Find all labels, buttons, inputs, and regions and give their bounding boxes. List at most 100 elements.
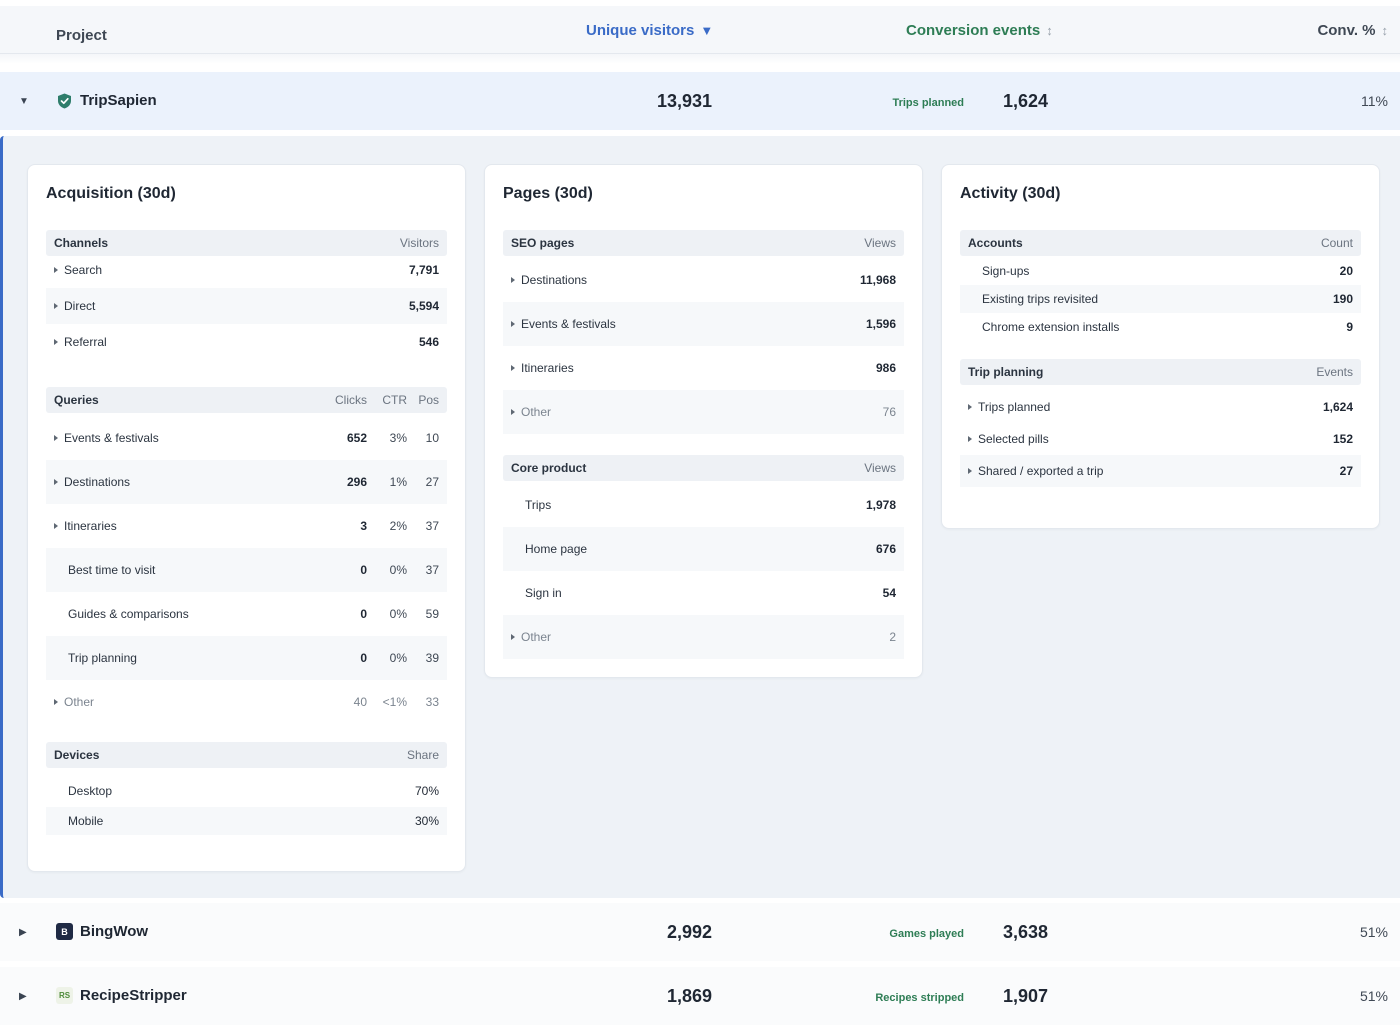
channel-row[interactable]: Direct 5,594 (46, 288, 447, 324)
project-name: RecipeStripper (80, 987, 187, 1004)
sort-toggle-icon: ↕ (1381, 23, 1389, 38)
caret-right-icon[interactable]: ▶ (19, 927, 27, 938)
project-row-tripsapien[interactable]: ▼ TripSapien 13,931 Trips planned 1,624 … (0, 72, 1400, 130)
page-row: Sign in 54 (503, 571, 904, 615)
row-label-text: Referral (64, 335, 107, 349)
row-label: Selected pills (968, 432, 1333, 446)
caret-right-icon[interactable]: ▶ (19, 991, 27, 1002)
conversion-pct-value: 51% (1359, 988, 1388, 1004)
row-label: Events & festivals (54, 431, 307, 445)
row-label: Home page (525, 542, 588, 556)
trip-planning-row[interactable]: Trips planned 1,624 (960, 391, 1361, 423)
row-ctr: 2% (389, 519, 407, 533)
row-label-text: Itineraries (521, 361, 574, 375)
project-name: TripSapien (80, 92, 157, 109)
section-header: Queries Clicks CTR Pos (46, 387, 447, 413)
row-label: Mobile (68, 814, 104, 828)
project-row-recipestripper[interactable]: ▶ RS RecipeStripper 1,869 Recipes stripp… (0, 967, 1400, 1025)
page-row[interactable]: Itineraries 986 (503, 346, 904, 390)
page-row[interactable]: Events & festivals 1,596 (503, 302, 904, 346)
row-value: 546 (418, 335, 439, 349)
column-label-clicks: Clicks (335, 393, 367, 407)
expand-caret-icon (54, 303, 58, 309)
project-detail-panel: Acquisition (30d) Channels Visitors Sear… (0, 136, 1400, 898)
row-label-text: Search (64, 263, 103, 277)
row-label: Existing trips revisited (982, 292, 1099, 306)
pages-card: Pages (30d) SEO pages Views Destinations… (484, 164, 923, 678)
row-value: 986 (875, 361, 896, 375)
device-row: Mobile 30% (46, 807, 447, 835)
queries-section: Queries Clicks CTR Pos Events & festival… (46, 387, 447, 724)
row-clicks: 296 (346, 475, 367, 489)
row-pos: 27 (425, 475, 439, 489)
query-row[interactable]: Destinations 296 1% 27 (46, 460, 447, 504)
query-row: Trip planning 0 0% 39 (46, 636, 447, 680)
row-label: Trips planned (968, 400, 1323, 414)
query-row: Best time to visit 0 0% 37 (46, 548, 447, 592)
row-value: 9 (1346, 320, 1353, 334)
channel-row[interactable]: Search 7,791 (46, 252, 447, 288)
page-row-other[interactable]: Other 76 (503, 390, 904, 434)
row-value: 70% (414, 784, 439, 798)
page-row-other[interactable]: Other 2 (503, 615, 904, 659)
column-header-unique-visitors[interactable]: Unique visitors ▼ (586, 22, 713, 39)
query-row[interactable]: Itineraries 3 2% 37 (46, 504, 447, 548)
section-title: Devices (54, 748, 100, 762)
section-header: SEO pages Views (503, 230, 904, 256)
expand-caret-icon (968, 436, 972, 442)
row-ctr: <1% (382, 695, 407, 709)
expand-caret-icon (54, 479, 58, 485)
card-title: Activity (30d) (960, 185, 1061, 202)
header-divider (0, 54, 1400, 64)
row-value: 1,596 (865, 317, 896, 331)
section-title: Trip planning (968, 365, 1044, 379)
channels-section: Channels Visitors Search 7,791 Direct 5,… (46, 230, 447, 360)
row-label-text: Destinations (64, 475, 131, 489)
verified-shield-icon (56, 92, 73, 109)
section-header: Channels Visitors (46, 230, 447, 256)
row-value: 676 (875, 542, 896, 556)
row-label-text: Destinations (521, 273, 588, 287)
row-ctr: 3% (389, 431, 407, 445)
row-label: Destinations (511, 273, 860, 287)
row-clicks: 0 (360, 607, 367, 621)
trip-planning-row[interactable]: Shared / exported a trip 27 (960, 455, 1361, 487)
query-row: Guides & comparisons 0 0% 59 (46, 592, 447, 636)
page-row[interactable]: Destinations 11,968 (503, 258, 904, 302)
expand-caret-icon (511, 277, 515, 283)
trip-planning-row[interactable]: Selected pills 152 (960, 423, 1361, 455)
section-title: SEO pages (511, 236, 575, 250)
column-label: Events (1316, 365, 1353, 379)
row-value: 20 (1339, 264, 1353, 278)
unique-visitors-value: 2,992 (666, 922, 712, 942)
conversion-pct-value: 11% (1361, 93, 1388, 109)
column-header-conv-pct[interactable]: Conv. % ↕ (1317, 22, 1388, 39)
conversion-event-label: Games played (889, 928, 964, 940)
row-label: Chrome extension installs (982, 320, 1120, 334)
row-label: Best time to visit (68, 563, 156, 577)
column-label: Views (864, 236, 896, 250)
caret-down-icon[interactable]: ▼ (19, 96, 29, 107)
query-row-other[interactable]: Other 40 <1% 33 (46, 680, 447, 724)
card-title: Pages (30d) (503, 185, 593, 202)
unique-visitors-value: 13,931 (656, 91, 712, 111)
row-ctr: 1% (389, 475, 407, 489)
card-title: Acquisition (30d) (46, 185, 176, 202)
row-value: 1,978 (865, 498, 896, 512)
core-product-section: Core product Views Trips 1,978 Home page… (503, 455, 904, 659)
query-row[interactable]: Events & festivals 652 3% 10 (46, 416, 447, 460)
column-header-conversion-events[interactable]: Conversion events ↕ (906, 22, 1053, 39)
row-value: 5,594 (408, 299, 439, 313)
recipestripper-logo-icon: RS (56, 987, 73, 1004)
account-row: Chrome extension installs 9 (960, 313, 1361, 341)
row-value: 190 (1332, 292, 1353, 306)
channel-row[interactable]: Referral 546 (46, 324, 447, 360)
row-clicks: 40 (353, 695, 367, 709)
project-row-bingwow[interactable]: ▶ B BingWow 2,992 Games played 3,638 51% (0, 903, 1400, 961)
column-header-conversion-events-label: Conversion events (906, 22, 1041, 39)
section-header: Devices Share (46, 742, 447, 768)
section-title: Channels (54, 236, 109, 250)
section-header: Accounts Count (960, 230, 1361, 256)
row-clicks: 0 (360, 563, 367, 577)
conversion-events-value: 1,624 (1003, 91, 1049, 111)
